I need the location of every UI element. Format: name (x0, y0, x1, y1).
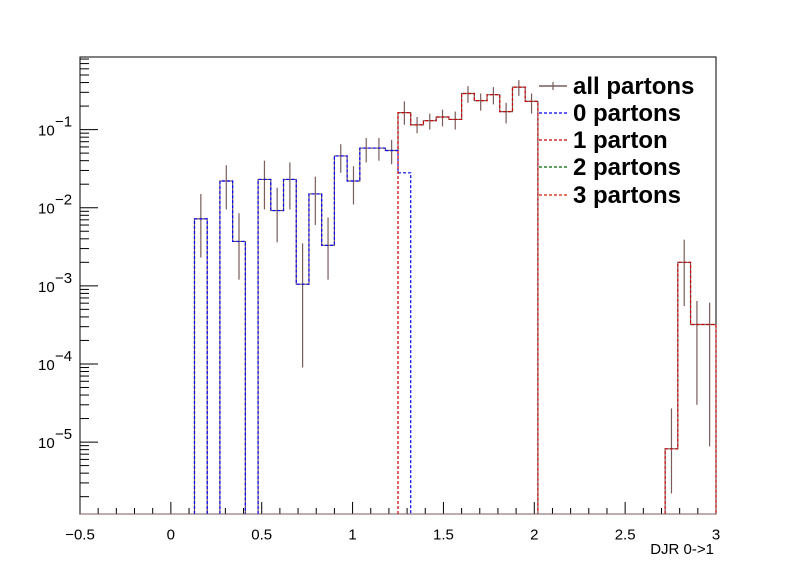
legend-label: all partons (573, 73, 694, 100)
series-0-partons (193, 147, 412, 514)
svg-text:−1: −1 (55, 114, 72, 131)
tick-labels: −0.5 0 0.5 1 1.5 2 2.5 310−110−210−310−410−5 (38, 114, 720, 544)
legend-label: 1 parton (573, 127, 668, 154)
legend-entry: 2 partons (539, 154, 681, 181)
x-axis-title: DJR 0->1 (650, 541, 714, 558)
x-tick-label: 2.5 (615, 526, 636, 543)
legend-entry: all partons (539, 73, 694, 100)
svg-text:−3: −3 (55, 270, 72, 287)
histogram-outline (193, 147, 412, 514)
x-tick-label: 1 (348, 526, 356, 543)
x-tick-label: 3 (712, 526, 720, 543)
svg-text:10: 10 (38, 123, 55, 140)
legend-label: 0 partons (573, 100, 681, 127)
series-layer (80, 80, 717, 515)
svg-text:10: 10 (38, 357, 55, 374)
y-tick-label: 10−4 (38, 348, 72, 374)
legend-label: 3 partons (573, 182, 681, 209)
series-1-parton (397, 86, 717, 514)
y-tick-label: 10−3 (38, 270, 72, 296)
svg-text:−4: −4 (55, 348, 72, 365)
svg-text:−5: −5 (55, 426, 72, 443)
x-tick-label: 0.5 (251, 526, 272, 543)
svg-text:10: 10 (38, 201, 55, 218)
x-tick-label: 0 (167, 526, 175, 543)
y-tick-label: 10−2 (38, 192, 72, 218)
svg-text:10: 10 (38, 279, 55, 296)
x-tick-label: 2 (530, 526, 538, 543)
y-tick-label: 10−5 (38, 426, 72, 452)
svg-text:−2: −2 (55, 192, 72, 209)
x-tick-label: 1.5 (433, 526, 454, 543)
svg-text:10: 10 (38, 435, 55, 452)
legend-entry: 1 parton (539, 127, 668, 154)
legend-label: 2 partons (573, 154, 681, 181)
legend-entry: 3 partons (539, 182, 681, 209)
axis-ticks (79, 58, 717, 514)
legend-entry: 0 partons (539, 100, 681, 127)
x-tick-label: −0.5 (65, 526, 95, 543)
y-tick-label: 10−1 (38, 114, 72, 140)
histogram-outline (397, 86, 717, 514)
